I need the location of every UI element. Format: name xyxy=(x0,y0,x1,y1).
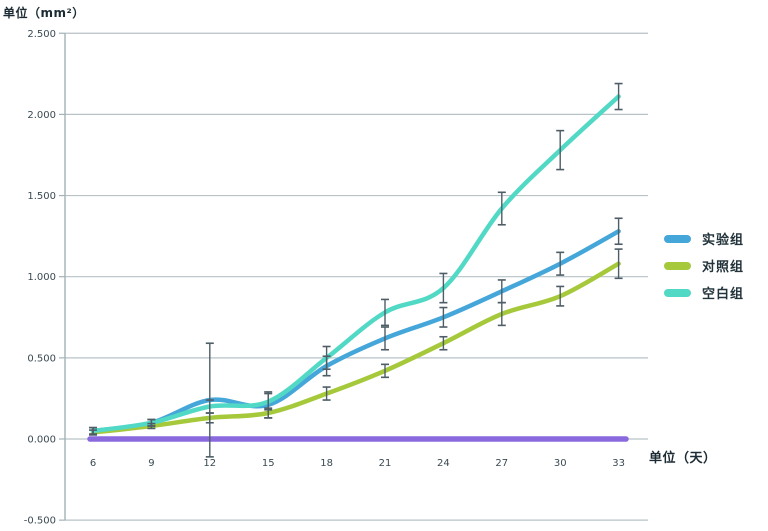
svg-text:2.000: 2.000 xyxy=(27,110,56,121)
svg-text:9: 9 xyxy=(148,458,154,469)
svg-text:0.500: 0.500 xyxy=(27,353,56,364)
legend-item-control: 对照组 xyxy=(664,257,745,275)
svg-text:18: 18 xyxy=(320,458,333,469)
legend-label-blank: 空白组 xyxy=(702,287,745,302)
svg-text:21: 21 xyxy=(379,458,392,469)
svg-text:2.500: 2.500 xyxy=(27,29,56,40)
legend-label-experimental: 实验组 xyxy=(702,233,745,248)
svg-text:12: 12 xyxy=(203,458,216,469)
legend-item-experimental: 实验组 xyxy=(664,230,745,248)
svg-text:27: 27 xyxy=(495,458,508,469)
y-axis-title: 单位（mm²） xyxy=(3,6,85,20)
legend-swatch-experimental xyxy=(664,234,691,243)
svg-text:33: 33 xyxy=(612,458,625,469)
legend-swatch-blank xyxy=(664,288,691,297)
svg-text:24: 24 xyxy=(437,458,450,469)
x-axis-title: 单位（天） xyxy=(649,451,717,466)
svg-text:1.500: 1.500 xyxy=(27,191,56,202)
legend: 实验组 对照组 空白组 xyxy=(664,230,745,302)
legend-swatch-control xyxy=(664,261,691,270)
svg-text:6: 6 xyxy=(90,458,96,469)
svg-text:-0.500: -0.500 xyxy=(24,516,56,527)
svg-text:0.000: 0.000 xyxy=(27,435,56,446)
svg-text:1.000: 1.000 xyxy=(27,272,56,283)
legend-label-control: 对照组 xyxy=(702,260,745,275)
legend-item-blank: 空白组 xyxy=(664,284,745,302)
svg-text:30: 30 xyxy=(554,458,567,469)
svg-text:15: 15 xyxy=(262,458,275,469)
